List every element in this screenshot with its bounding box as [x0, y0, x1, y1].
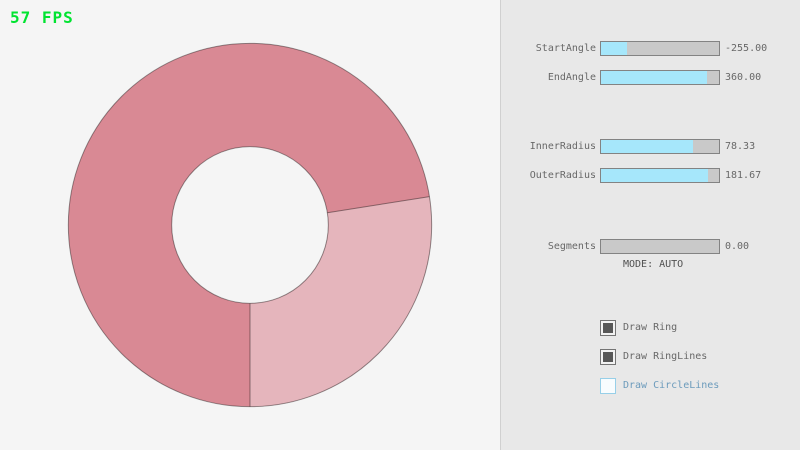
endangle-slider-fill — [601, 71, 708, 84]
startangle-label: StartAngle — [535, 43, 596, 54]
draw-ringlines-label: Draw RingLines — [623, 351, 708, 362]
innerradius-slider-fill — [601, 140, 694, 153]
startangle-value: -255.00 — [725, 43, 768, 54]
outerradius-slider-fill — [601, 169, 709, 182]
ring-canvas — [67, 42, 433, 408]
ring-light-sector — [250, 196, 432, 407]
innerradius-slider[interactable] — [600, 139, 720, 154]
segments-mode-text: MODE: AUTO — [623, 259, 684, 270]
innerradius-value: 78.33 — [725, 141, 756, 152]
outerradius-value: 181.67 — [725, 170, 762, 181]
controls-panel: StartAngle -255.00 EndAngle 360.00 Inner… — [500, 0, 800, 450]
draw-ring-label: Draw Ring — [623, 322, 678, 333]
draw-ringlines-checkbox[interactable] — [600, 348, 616, 365]
draw-circlelines-row: Draw CircleLines — [600, 377, 719, 394]
endangle-label: EndAngle — [547, 72, 596, 83]
fps-counter: 57 FPS — [10, 8, 74, 27]
draw-ring-checkbox[interactable] — [600, 319, 616, 336]
innerradius-row: InnerRadius 78.33 — [501, 139, 800, 154]
segments-slider[interactable] — [600, 239, 720, 254]
ring-graphic — [67, 42, 433, 408]
startangle-slider[interactable] — [600, 41, 720, 56]
segments-row: Segments 0.00 — [501, 239, 800, 254]
checkbox-check-mark — [603, 351, 613, 362]
draw-ringlines-row: Draw RingLines — [600, 348, 707, 365]
draw-circlelines-label: Draw CircleLines — [623, 380, 720, 391]
segments-label: Segments — [547, 241, 596, 252]
outerradius-label: OuterRadius — [529, 170, 596, 181]
ring-outer-outline — [67, 42, 433, 408]
innerradius-label: InnerRadius — [529, 141, 596, 152]
checkbox-check-mark — [603, 322, 613, 333]
draw-circlelines-checkbox[interactable] — [600, 377, 616, 394]
endangle-slider[interactable] — [600, 70, 720, 85]
draw-ring-row: Draw Ring — [600, 319, 677, 336]
outerradius-slider[interactable] — [600, 168, 720, 183]
outerradius-row: OuterRadius 181.67 — [501, 168, 800, 183]
ring-inner-outline — [171, 146, 329, 304]
segments-value: 0.00 — [725, 241, 750, 252]
startangle-row: StartAngle -255.00 — [501, 41, 800, 56]
endangle-row: EndAngle 360.00 — [501, 70, 800, 85]
endangle-value: 360.00 — [725, 72, 762, 83]
startangle-slider-fill — [601, 42, 627, 55]
ring-boundary-line-right — [327, 196, 430, 214]
